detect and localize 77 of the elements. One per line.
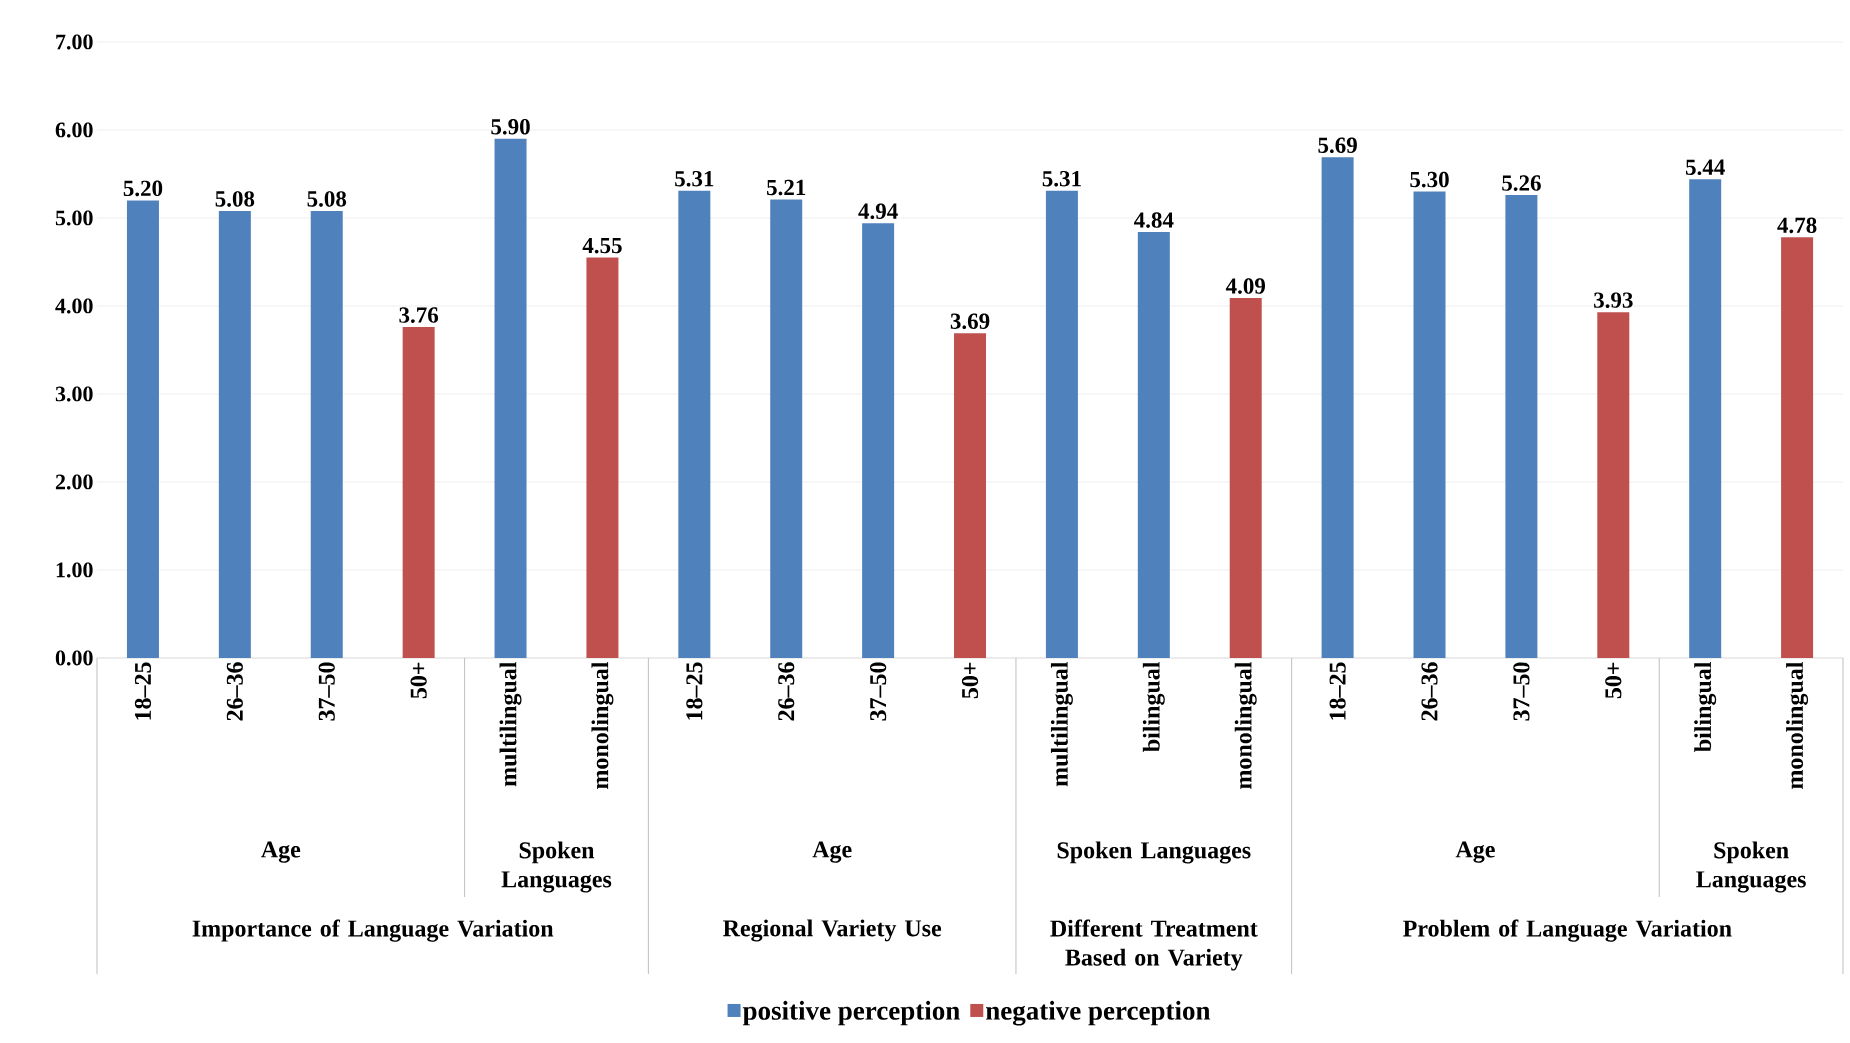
data-label: 5.90 [491, 118, 530, 135]
data-label: 3.93 [1594, 292, 1633, 308]
x-tick-label: monolingual [1234, 661, 1257, 789]
data-label: 5.31 [675, 170, 714, 187]
legend-label: positive perception [742, 1000, 960, 1026]
bar [586, 257, 619, 658]
y-tick-label: 4.00 [55, 298, 93, 314]
x-tick-label: 37–50 [870, 662, 887, 721]
y-tick-label: 0.00 [55, 650, 93, 666]
x-tick-label: monolingual [1786, 661, 1809, 789]
bar [862, 223, 895, 658]
bar [1321, 157, 1354, 658]
x-tick-label: 50+ [1605, 662, 1622, 699]
data-label: 4.94 [858, 203, 898, 220]
x-tick-label: bilingual [1694, 661, 1717, 752]
x-tick-label: 50+ [961, 662, 979, 699]
data-label: 5.30 [1410, 171, 1449, 188]
bar [1689, 179, 1722, 658]
bar [1137, 232, 1170, 658]
bar [1045, 190, 1078, 658]
bar [1229, 298, 1262, 658]
bar [678, 190, 711, 658]
x-tick-label: 37–50 [1513, 662, 1530, 721]
x-tick-label: 37–50 [318, 662, 335, 721]
text: Age [261, 841, 301, 863]
data-label: 4.55 [582, 237, 622, 254]
text: Problem of Language Variation [1403, 919, 1732, 942]
data-label: 5.26 [1502, 175, 1541, 191]
bar [954, 333, 987, 658]
bar [1597, 312, 1630, 658]
text: Spoken Languages [1057, 841, 1251, 864]
data-label: 5.08 [215, 191, 255, 207]
x-tick-label: multilingual [1050, 661, 1073, 787]
text: Regional Variety Use [723, 919, 942, 942]
text: Different Treatment Based on Variety [1050, 919, 1258, 971]
x-tick-label: 26–36 [778, 662, 795, 721]
bar [494, 138, 527, 658]
bar [402, 327, 435, 658]
data-label: 5.44 [1685, 159, 1725, 176]
x-tick-label: 18–25 [134, 662, 152, 720]
data-label: 5.31 [1042, 170, 1081, 187]
data-label: 4.78 [1777, 217, 1817, 234]
text: Age [1455, 841, 1495, 863]
y-tick-label: 6.00 [55, 122, 93, 138]
y-tick-label: 3.00 [55, 386, 93, 402]
x-tick-label: 26–36 [226, 662, 243, 721]
data-label: 4.84 [1134, 212, 1174, 228]
y-tick-label: 2.00 [55, 474, 93, 490]
y-tick-label: 1.00 [56, 562, 93, 578]
bar [310, 210, 343, 658]
bar [218, 210, 251, 658]
text: Spoken Languages [1696, 841, 1806, 893]
data-label: 5.69 [1318, 137, 1357, 154]
x-tick-label: 18–25 [1329, 662, 1346, 720]
bar [1505, 195, 1538, 658]
x-tick-label: 26–36 [1421, 662, 1438, 721]
data-label: 5.20 [123, 180, 163, 197]
bar [770, 199, 803, 658]
x-tick-label: 18–25 [686, 662, 703, 720]
data-label: 4.09 [1225, 278, 1266, 294]
bar [1781, 237, 1814, 658]
text: Importance of Language Variation [192, 919, 554, 942]
legend-label: negative perception [985, 1000, 1211, 1026]
data-label: 5.08 [307, 191, 347, 207]
x-tick-label: 50+ [410, 662, 427, 699]
x-tick-label: monolingual [591, 661, 614, 789]
x-tick-label: multilingual [499, 661, 522, 787]
bar [126, 200, 159, 658]
data-label: 3.76 [399, 307, 439, 323]
text: Spoken Languages [501, 841, 612, 893]
data-label: 3.69 [950, 313, 990, 330]
x-tick-label: bilingual [1142, 661, 1165, 752]
text: Age [812, 841, 852, 863]
bar [1413, 191, 1446, 658]
y-tick-label: 5.00 [55, 210, 93, 226]
y-tick-label: 7.00 [56, 34, 93, 50]
data-label: 5.21 [767, 179, 806, 196]
